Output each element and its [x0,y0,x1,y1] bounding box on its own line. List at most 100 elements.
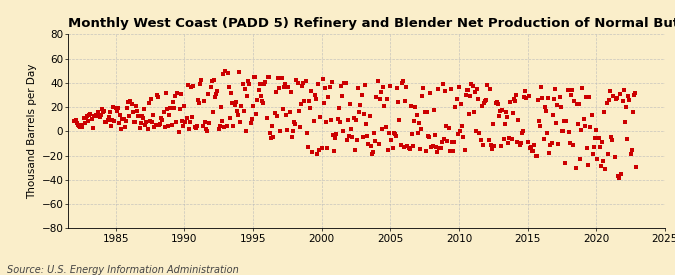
Point [505,100,516,104]
Point [458,134,469,139]
Point [291,77,302,82]
Point [238,109,249,113]
Point [433,86,443,91]
Point [204,120,215,125]
Point [146,97,157,101]
Point [398,145,409,150]
Point [401,85,412,90]
Point [455,129,466,133]
Point [554,95,565,99]
Point [605,89,616,94]
Point [102,118,113,122]
Point [301,131,312,136]
Point [488,122,499,127]
Point [589,145,599,149]
Point [258,101,269,105]
Point [167,100,178,104]
Point [156,116,167,120]
Point [136,121,146,125]
Point [450,105,461,109]
Point [495,109,506,114]
Point [330,136,341,141]
Point [296,101,306,106]
Point [304,99,315,103]
Point [213,127,224,131]
Point [312,152,323,156]
Point [620,120,630,124]
Point [263,75,274,79]
Point [388,130,399,135]
Point [385,83,396,88]
Point [526,149,537,153]
Point [451,97,462,101]
Point [577,86,588,90]
Point [146,120,157,124]
Point [379,103,390,108]
Point [618,87,629,92]
Point [449,140,460,144]
Point [158,110,169,114]
Point [122,105,132,110]
Point [436,140,447,144]
Point [350,148,360,152]
Point [335,84,346,89]
Point [248,104,259,108]
Point [125,98,136,103]
Point [477,104,487,109]
Point [472,87,483,91]
Point [309,93,320,97]
Point [284,110,295,115]
Point [292,81,303,85]
Point [240,128,251,133]
Point [552,103,563,107]
Point [470,89,481,94]
Point [155,122,165,127]
Point [76,122,86,127]
Point [149,125,160,129]
Point [537,96,548,101]
Point [128,110,138,114]
Point [192,97,203,102]
Point [110,106,121,110]
Point [109,119,120,123]
Point [176,92,186,97]
Point [244,82,255,86]
Point [271,114,282,118]
Point [163,124,173,128]
Point [195,81,206,86]
Point [376,89,387,94]
Point [600,166,611,171]
Point [508,97,519,101]
Point [319,86,330,90]
Point [94,115,105,120]
Point [294,125,305,130]
Point [500,122,510,127]
Point [353,86,364,90]
Point [116,127,127,131]
Point [457,124,468,128]
Point [480,99,491,103]
Point [377,127,387,132]
Point [515,141,526,145]
Point [580,94,591,99]
Point [443,126,454,130]
Point [521,95,532,100]
Point [413,121,424,125]
Point [205,85,216,89]
Point [105,124,116,128]
Point [403,146,414,150]
Point [396,81,407,86]
Point [113,120,124,125]
Point [333,106,344,110]
Point [528,148,539,153]
Point [363,142,374,146]
Point [260,80,271,84]
Point [251,111,262,116]
Point [97,106,107,111]
Point [485,87,495,91]
Point [171,119,182,124]
Point [282,128,293,133]
Point [530,154,541,159]
Point [482,82,493,87]
Point [274,86,285,90]
